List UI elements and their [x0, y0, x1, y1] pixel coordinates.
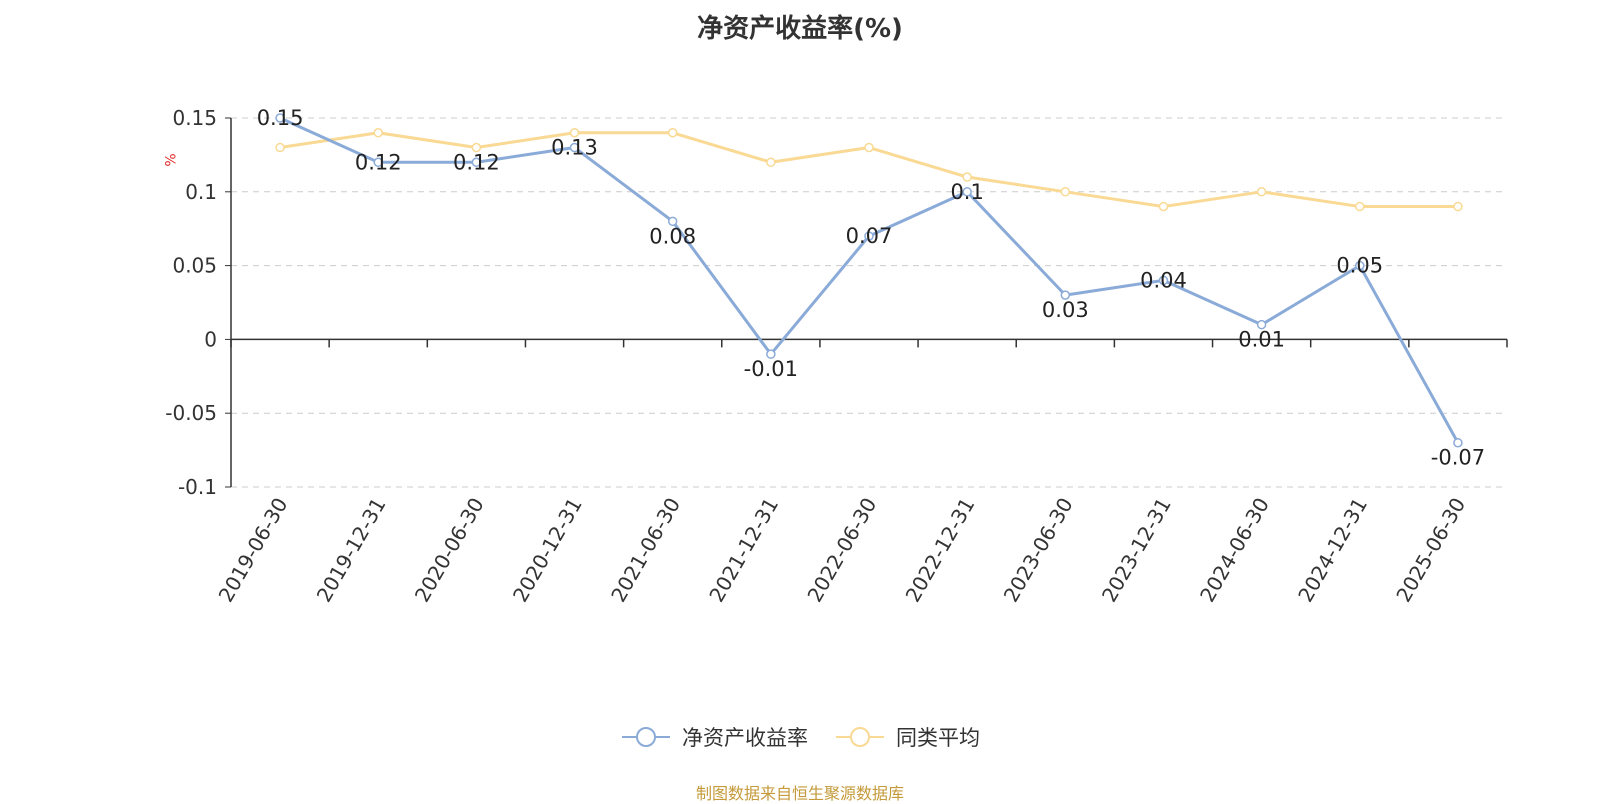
data-point-average [373, 128, 383, 138]
x-tick-label: 2021-12-31 [704, 494, 783, 607]
source-note: 制图数据来自恒生聚源数据库 [695, 784, 904, 803]
data-point-average [864, 142, 874, 153]
y-tick-label: 0.15 [172, 106, 217, 130]
data-label: 0.12 [355, 150, 402, 174]
data-point-main [471, 157, 482, 168]
x-tick-label: 2019-06-30 [214, 494, 293, 607]
data-point-main [1453, 437, 1463, 448]
data-point-average [667, 128, 678, 138]
data-label: 0.12 [453, 150, 500, 174]
data-label: 0.08 [649, 224, 696, 248]
data-label: 0.04 [1140, 268, 1187, 292]
legend: 净资产收益率 同类平均 [0, 722, 1600, 752]
legend-label-main: 净资产收益率 [682, 726, 808, 750]
data-label: 0.07 [846, 224, 893, 248]
data-label: -0.01 [744, 357, 798, 381]
data-point-main [1060, 290, 1071, 300]
legend-marker-main-icon [622, 727, 670, 747]
legend-item-main[interactable]: 净资产收益率 [620, 722, 808, 752]
x-tick-label: 2022-12-31 [901, 493, 980, 606]
y-tick-label: 0 [204, 327, 217, 351]
data-label: 0.05 [1336, 254, 1383, 278]
data-label: 0.13 [551, 136, 598, 160]
data-point-main [766, 349, 776, 359]
data-point-main [275, 113, 285, 123]
chart-title: 净资产收益率(%) [697, 14, 903, 44]
data-point-main [1256, 319, 1267, 330]
x-tick-label: 2023-06-30 [999, 494, 1078, 607]
data-point-main [864, 231, 874, 241]
data-point-main [1158, 275, 1169, 286]
legend-item-average[interactable]: 同类平均 [834, 722, 980, 752]
data-label: -0.07 [1431, 446, 1485, 470]
data-label: 0.1 [950, 180, 983, 204]
x-tick-label: 2020-06-30 [410, 494, 489, 607]
data-label: 0.15 [257, 106, 304, 130]
data-label: 0.01 [1238, 328, 1285, 352]
x-tick-label: 2025-06-30 [1391, 494, 1470, 607]
x-tick-label: 2021-06-30 [606, 494, 685, 607]
x-tick-label: 2024-12-31 [1293, 494, 1372, 607]
data-point-average [1060, 187, 1071, 197]
data-point-average [1453, 201, 1463, 212]
x-tick-label: 2024-06-30 [1195, 494, 1274, 607]
data-point-main [569, 142, 580, 153]
x-tick-label: 2019-12-31 [312, 494, 391, 607]
x-tick-label: 2023-12-31 [1097, 494, 1176, 607]
data-point-main [373, 157, 383, 168]
data-point-average [569, 128, 580, 138]
x-tick-label: 2020-12-31 [508, 494, 587, 607]
legend-label-average: 同类平均 [896, 726, 980, 750]
data-point-average [275, 142, 285, 153]
data-point-average [766, 157, 776, 168]
data-point-main [962, 187, 972, 197]
y-tick-label: 0.05 [172, 254, 217, 278]
data-point-average [962, 172, 972, 182]
data-point-main [1355, 260, 1365, 271]
data-point-average [1158, 201, 1169, 212]
data-point-average [471, 142, 482, 153]
y-tick-label: 0.1 [185, 180, 217, 204]
data-point-main [667, 216, 678, 227]
data-point-average [1256, 187, 1267, 197]
y-tick-label: -0.05 [165, 401, 217, 425]
legend-marker-average-icon [836, 727, 884, 747]
x-tick-label: 2022-06-30 [802, 494, 881, 607]
data-point-average [1355, 201, 1365, 212]
data-label: 0.03 [1042, 298, 1089, 322]
y-tick-label: -0.1 [178, 475, 217, 499]
